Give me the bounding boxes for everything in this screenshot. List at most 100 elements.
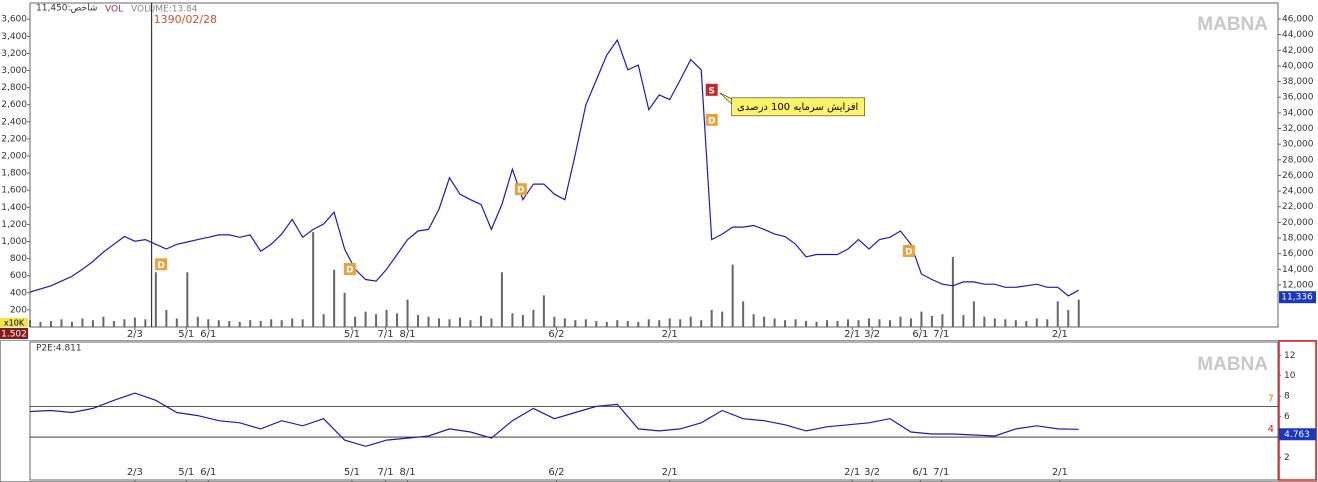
volume-bar — [626, 321, 629, 327]
volume-bar — [39, 321, 42, 327]
y-tick-label: 12 — [1284, 351, 1295, 361]
annotation: افزایش سرمایه 100 درصدی — [737, 102, 858, 113]
x-tick-label: 2/1 — [844, 467, 860, 478]
end-label-box — [1279, 291, 1316, 304]
volume-bar — [280, 320, 283, 327]
volume-bar — [458, 317, 461, 327]
volume-bar — [563, 318, 566, 327]
y-tick-label: 1,200 — [1, 220, 27, 230]
x-tick-label: 6/1 — [912, 467, 928, 478]
volume-bar — [857, 320, 860, 327]
volume-bar — [333, 269, 336, 327]
volume-bar — [983, 316, 986, 327]
x-tick-label: 3/2 — [864, 329, 880, 340]
volume-bar — [238, 321, 241, 327]
x-tick-label: 5/1 — [178, 467, 194, 478]
x-tick-label: 2/1 — [844, 329, 860, 340]
event-marker — [902, 244, 915, 257]
x-tick-label: 2/1 — [662, 467, 678, 478]
volume-bar — [196, 316, 199, 327]
volume-bar — [165, 309, 168, 327]
x-tick-label: 2/3 — [127, 329, 143, 340]
level-label: 7 — [1268, 393, 1274, 404]
y2-tick-label: 18,000 — [1282, 234, 1314, 244]
volume-bar — [794, 319, 797, 327]
volume-bar — [637, 321, 640, 327]
volume-name: VOL — [105, 5, 123, 15]
volume-bar — [29, 320, 31, 327]
volume-bar — [532, 309, 535, 327]
volume-bar — [584, 319, 587, 327]
y-tick-label: 2 — [1284, 453, 1290, 463]
y2-tick-label: 40,000 — [1282, 61, 1314, 71]
volume-bar — [689, 316, 692, 327]
volume-bar — [91, 320, 94, 327]
x-tick-label: 8/1 — [399, 329, 415, 340]
y2-tick-label: 30,000 — [1282, 140, 1314, 150]
volume-bar — [962, 315, 965, 327]
end-label: 4.763 — [1284, 430, 1310, 440]
x-tick-label: 2/1 — [1052, 467, 1068, 478]
y2-tick-label: 36,000 — [1282, 93, 1314, 103]
volume-bar — [721, 311, 724, 327]
y-tick-label: 400 — [10, 288, 27, 298]
y2-tick-label: 38,000 — [1282, 77, 1314, 87]
y-tick-label: 2,800 — [1, 83, 27, 93]
volume-bar — [742, 301, 745, 327]
x-tick-label: 6/2 — [548, 467, 564, 478]
volume-bar — [920, 311, 923, 327]
annotation-box — [731, 97, 865, 117]
x-tick-label: 3/2 — [864, 467, 880, 478]
event-marker — [155, 258, 168, 271]
y-tick-label: 2,200 — [1, 134, 27, 144]
volume-unit-box — [0, 318, 28, 327]
volume-last-box — [0, 328, 28, 339]
volume-bar — [364, 311, 367, 327]
volume-bar — [930, 315, 933, 327]
event-marker — [705, 83, 718, 96]
x-tick-label: 6/1 — [200, 467, 216, 478]
volume-bar — [259, 321, 262, 327]
y2-tick-label: 32,000 — [1282, 124, 1314, 134]
y-tick-label: 8 — [1284, 392, 1290, 402]
event-marker — [514, 183, 527, 196]
volume-bar — [500, 272, 503, 327]
x-tick-label: 2/1 — [662, 329, 678, 340]
y-tick-label: 1,800 — [1, 169, 27, 179]
volume-bar — [396, 313, 399, 327]
y-tick-label: 2,000 — [1, 152, 27, 162]
volume-bar — [647, 319, 650, 327]
volume-last: 1.502 — [1, 330, 27, 340]
volume-bar — [972, 301, 975, 327]
volume-bar — [679, 319, 682, 327]
volume-bar — [490, 318, 493, 327]
x-tick-label: 5/1 — [344, 329, 360, 340]
volume-bar — [993, 318, 996, 327]
event-label: D — [905, 247, 912, 257]
y-tick-label: 2,400 — [1, 117, 27, 127]
volume-bar — [301, 319, 304, 327]
volume-bar — [909, 318, 912, 327]
volume-bar — [217, 320, 220, 327]
volume-bar — [144, 319, 147, 327]
volume-bar — [658, 320, 661, 327]
volume-bar — [731, 264, 734, 327]
event-label: S — [708, 86, 714, 96]
price-line — [29, 38, 1079, 297]
volume-bar — [763, 316, 766, 327]
y2-tick-label: 34,000 — [1282, 108, 1314, 118]
volume-bar — [427, 316, 430, 327]
y2-tick-label: 28,000 — [1282, 155, 1314, 165]
y2-tick-label: 16,000 — [1282, 249, 1314, 259]
volume-bar — [112, 321, 115, 327]
price-title: شاخص:11,450 — [36, 4, 97, 14]
x-tick-label: 6/2 — [548, 329, 564, 340]
volume-bar — [888, 320, 891, 327]
volume-bar — [700, 320, 703, 327]
volume-bar — [406, 299, 409, 327]
volume-bar — [867, 318, 870, 327]
indicator-title: P2E:4.811 — [36, 344, 82, 354]
x-tick-label: 7/1 — [377, 329, 393, 340]
volume-bar — [154, 272, 157, 327]
